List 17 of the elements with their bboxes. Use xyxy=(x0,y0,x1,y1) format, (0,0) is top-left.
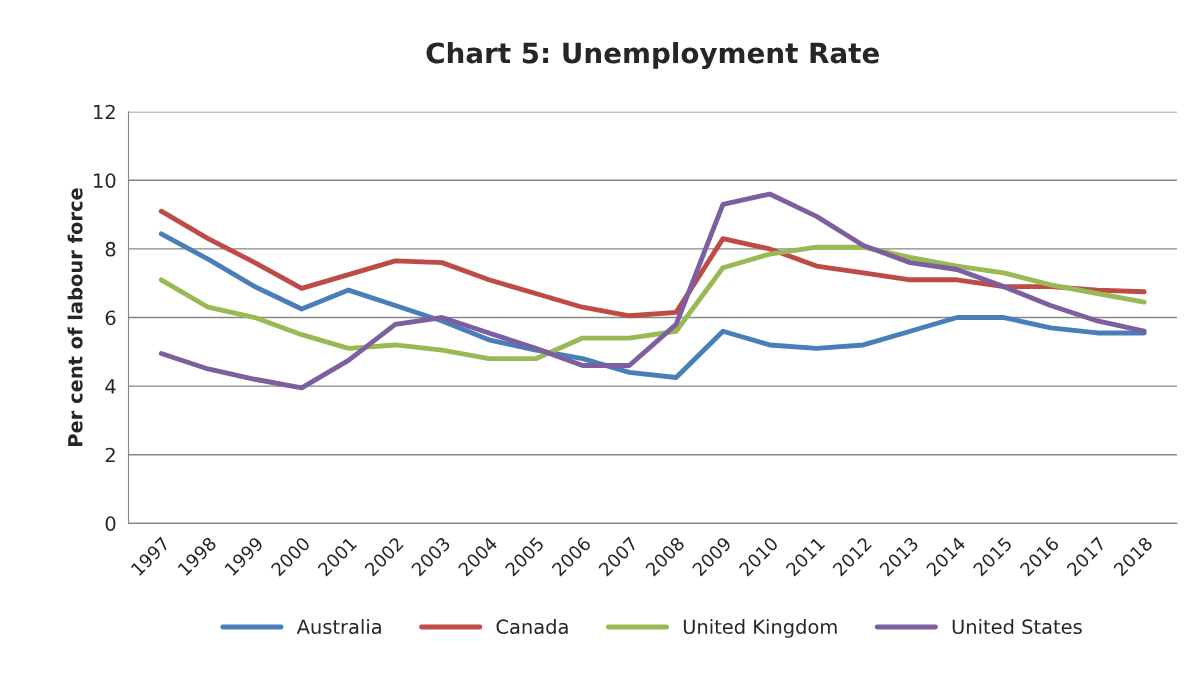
legend-label: United Kingdom xyxy=(683,619,837,638)
y-tick-label: 4 xyxy=(105,379,116,394)
line-series xyxy=(158,191,1147,391)
chart-title: Chart 5: Unemployment Rate xyxy=(426,41,879,70)
legend-label: Australia xyxy=(296,619,381,635)
y-axis-title: Per cent of labour force xyxy=(67,188,83,446)
y-tick-label: 8 xyxy=(105,241,116,257)
y-tick-label: 10 xyxy=(94,173,116,188)
y-tick-label: 12 xyxy=(94,104,115,120)
y-tick-label: 2 xyxy=(105,447,115,463)
line-series xyxy=(158,208,1147,319)
line-series xyxy=(158,244,1147,362)
legend-label: United States xyxy=(952,619,1082,635)
y-tick-label: 0 xyxy=(105,516,116,531)
line-series xyxy=(158,231,1147,380)
y-tick-label: 6 xyxy=(105,310,116,326)
legend-label: Canada xyxy=(496,619,568,635)
